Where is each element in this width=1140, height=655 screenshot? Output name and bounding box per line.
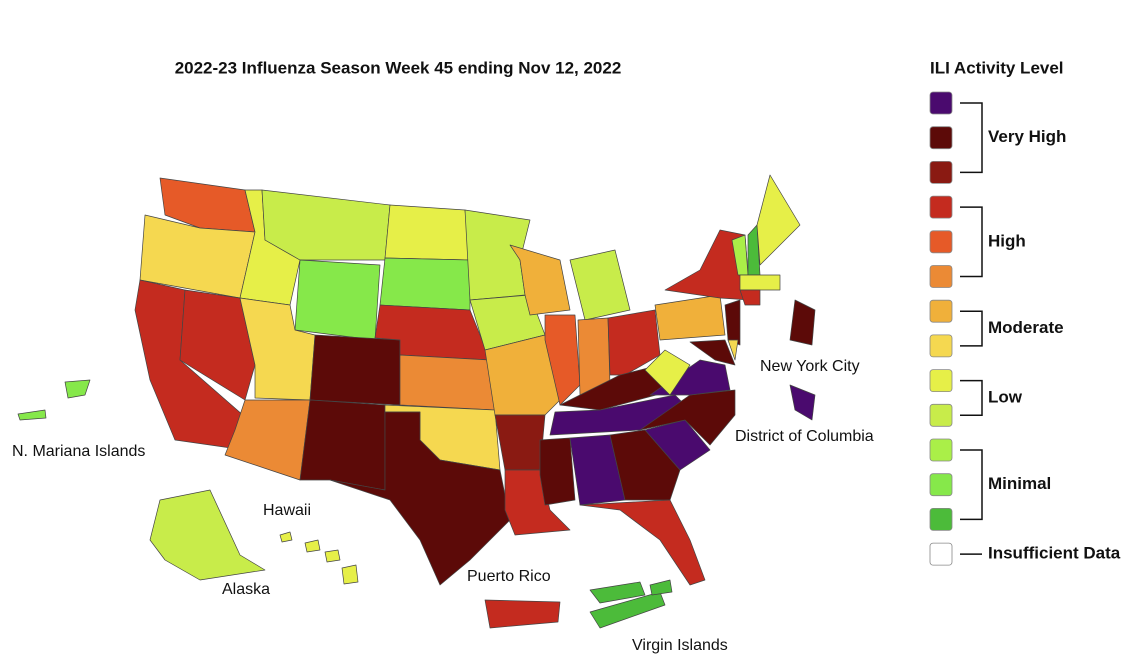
region-label: N. Mariana Islands <box>12 443 145 460</box>
state <box>299 399 386 491</box>
state <box>789 384 816 421</box>
state <box>309 334 401 406</box>
legend-label: Moderate <box>988 318 1064 337</box>
state <box>756 174 801 266</box>
map-title: 2022-23 Influenza Season Week 45 ending … <box>175 58 622 77</box>
state <box>294 259 381 341</box>
state <box>607 309 661 376</box>
state <box>484 334 561 416</box>
state <box>64 379 91 399</box>
state <box>544 314 581 406</box>
state <box>324 549 341 563</box>
legend-swatch <box>929 473 953 497</box>
state <box>689 339 736 366</box>
state <box>539 437 576 506</box>
legend-label: High <box>988 231 1026 250</box>
legend-swatch <box>929 195 953 219</box>
legend-bracket <box>960 449 983 521</box>
state <box>789 299 816 346</box>
legend: Very High High Moderate Low Minimal Insuffici… <box>929 91 1121 566</box>
state <box>494 414 546 471</box>
region-label: New York City <box>760 358 860 375</box>
legend-label: Very High <box>988 127 1066 146</box>
state <box>609 429 681 501</box>
state <box>509 244 571 316</box>
state <box>17 409 47 421</box>
legend-swatch <box>929 403 953 427</box>
region-label: District of Columbia <box>735 428 874 445</box>
state <box>304 539 321 553</box>
state <box>589 591 666 629</box>
legend-bracket <box>960 310 983 347</box>
state <box>644 349 691 396</box>
legend-swatch <box>929 542 953 566</box>
legend-swatch <box>929 369 953 393</box>
legend-swatch <box>929 265 953 288</box>
state <box>279 531 293 543</box>
legend-label: Minimal <box>988 474 1051 493</box>
legend-label: Low <box>988 387 1023 406</box>
legend-swatch <box>929 160 953 184</box>
legend-bracket <box>960 102 983 174</box>
legend-swatch <box>929 299 953 323</box>
state <box>341 564 359 585</box>
state <box>644 419 711 471</box>
state <box>179 289 256 401</box>
state <box>739 289 761 306</box>
region-label: Alaska <box>222 581 270 598</box>
legend-bracket <box>960 379 983 417</box>
legend-swatch <box>929 230 953 254</box>
legend-swatch <box>929 91 953 115</box>
legend-title: ILI Activity Level <box>930 58 1064 77</box>
region-label: Virgin Islands <box>632 637 728 654</box>
state <box>379 257 471 311</box>
legend-swatch <box>929 126 953 150</box>
region-label: Hawaii <box>263 502 311 519</box>
state <box>579 499 706 586</box>
state <box>727 339 739 361</box>
state <box>484 599 561 629</box>
state <box>261 189 391 261</box>
state <box>569 249 631 321</box>
legend-label: Insufficient Data <box>988 544 1121 563</box>
state <box>384 204 471 261</box>
legend-bracket <box>960 206 983 278</box>
state <box>654 294 726 341</box>
state <box>399 354 496 411</box>
state <box>724 299 741 346</box>
state <box>149 489 266 581</box>
legend-swatch <box>929 438 953 462</box>
legend-swatch <box>929 334 953 358</box>
state <box>739 274 781 291</box>
state <box>329 411 511 586</box>
state <box>589 581 646 604</box>
states <box>17 174 816 629</box>
state <box>649 579 673 596</box>
region-label: Puerto Rico <box>467 568 551 585</box>
legend-swatch <box>929 507 953 531</box>
